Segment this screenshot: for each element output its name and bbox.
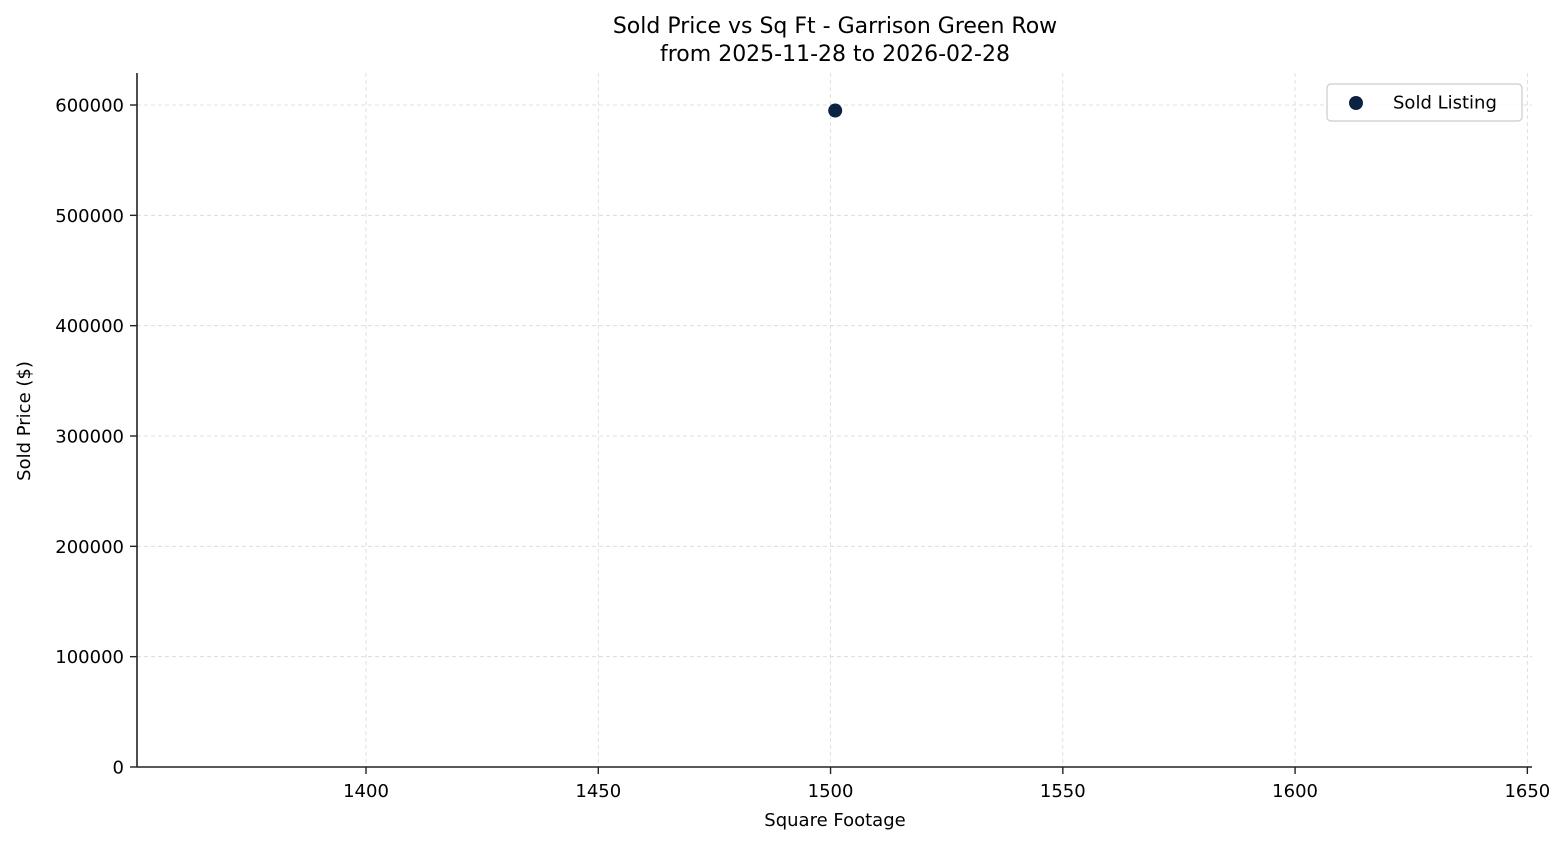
y-axis-label: Sold Price ($) xyxy=(14,361,35,481)
x-tick-label: 1500 xyxy=(808,781,854,802)
x-axis-label: Square Footage xyxy=(764,810,905,831)
data-point xyxy=(828,103,843,118)
legend-marker-icon xyxy=(1349,96,1363,110)
x-tick-label: 1450 xyxy=(575,781,621,802)
y-tick-label: 300000 xyxy=(55,426,124,447)
data-points xyxy=(828,103,843,118)
chart-subtitle: from 2025-11-28 to 2026-02-28 xyxy=(660,42,1010,67)
x-tick-label: 1550 xyxy=(1040,781,1086,802)
y-tick-label: 0 xyxy=(113,758,124,779)
grid-lines xyxy=(137,73,1532,767)
y-tick-label: 200000 xyxy=(55,537,124,558)
y-tick-label: 100000 xyxy=(55,647,124,668)
x-tick-label: 1400 xyxy=(343,781,389,802)
legend-label-sold-listing: Sold Listing xyxy=(1393,93,1497,114)
x-axis-ticks: 1400 1450 1500 1550 1600 1650 xyxy=(343,767,1550,802)
y-axis-ticks: 0 100000 200000 300000 400000 500000 600000 xyxy=(55,95,137,779)
chart-title: Sold Price vs Sq Ft - Garrison Green Row xyxy=(613,14,1057,39)
y-tick-label: 600000 xyxy=(55,95,124,116)
legend-box xyxy=(1326,83,1523,122)
axes xyxy=(136,73,1532,768)
y-tick-label: 500000 xyxy=(55,206,124,227)
y-tick-label: 400000 xyxy=(55,316,124,337)
x-tick-label: 1650 xyxy=(1504,781,1550,802)
x-tick-label: 1600 xyxy=(1272,781,1318,802)
legend: Sold Listing xyxy=(1326,83,1523,122)
